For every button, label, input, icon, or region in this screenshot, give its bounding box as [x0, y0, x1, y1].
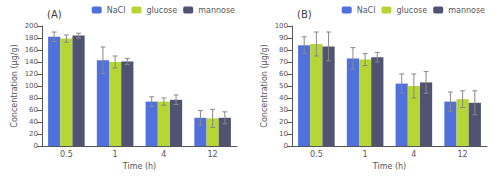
- svg-text:200: 200: [25, 22, 38, 30]
- svg-text:60: 60: [279, 70, 288, 78]
- svg-text:NaCl: NaCl: [357, 6, 376, 15]
- svg-text:12: 12: [458, 150, 468, 159]
- svg-text:1: 1: [363, 150, 368, 159]
- svg-text:160: 160: [25, 46, 38, 54]
- svg-text:(A): (A): [47, 9, 62, 20]
- svg-text:glucose: glucose: [146, 6, 177, 15]
- svg-text:(B): (B): [297, 9, 312, 20]
- svg-text:glucose: glucose: [396, 6, 427, 15]
- svg-text:NaCl: NaCl: [107, 6, 126, 15]
- svg-text:70: 70: [279, 58, 288, 66]
- svg-text:Time (h): Time (h): [372, 162, 406, 171]
- svg-text:mannose: mannose: [448, 6, 485, 15]
- svg-text:1: 1: [113, 150, 118, 159]
- svg-text:0: 0: [284, 142, 288, 150]
- svg-text:20: 20: [29, 130, 38, 138]
- svg-text:180: 180: [25, 34, 38, 42]
- svg-text:Time (h): Time (h): [122, 162, 156, 171]
- svg-text:Concentration (μg/g): Concentration (μg/g): [260, 44, 269, 127]
- svg-text:140: 140: [25, 58, 38, 66]
- svg-text:90: 90: [279, 34, 288, 42]
- svg-text:mannose: mannose: [198, 6, 235, 15]
- svg-text:80: 80: [29, 94, 38, 102]
- svg-text:80: 80: [279, 46, 288, 54]
- svg-text:30: 30: [279, 106, 288, 114]
- svg-text:0: 0: [34, 142, 38, 150]
- svg-text:12: 12: [208, 150, 218, 159]
- svg-text:100: 100: [25, 82, 38, 90]
- svg-text:20: 20: [279, 118, 288, 126]
- svg-text:4: 4: [411, 150, 416, 159]
- svg-text:50: 50: [279, 82, 288, 90]
- svg-text:120: 120: [25, 70, 38, 78]
- svg-text:Concentration (μg/g): Concentration (μg/g): [10, 44, 19, 127]
- svg-text:10: 10: [279, 130, 288, 138]
- svg-text:100: 100: [275, 22, 288, 30]
- svg-text:4: 4: [161, 150, 166, 159]
- svg-text:0.5: 0.5: [310, 150, 323, 159]
- svg-text:40: 40: [29, 118, 38, 126]
- svg-text:0.5: 0.5: [60, 150, 73, 159]
- svg-text:40: 40: [279, 94, 288, 102]
- svg-text:60: 60: [29, 106, 38, 114]
